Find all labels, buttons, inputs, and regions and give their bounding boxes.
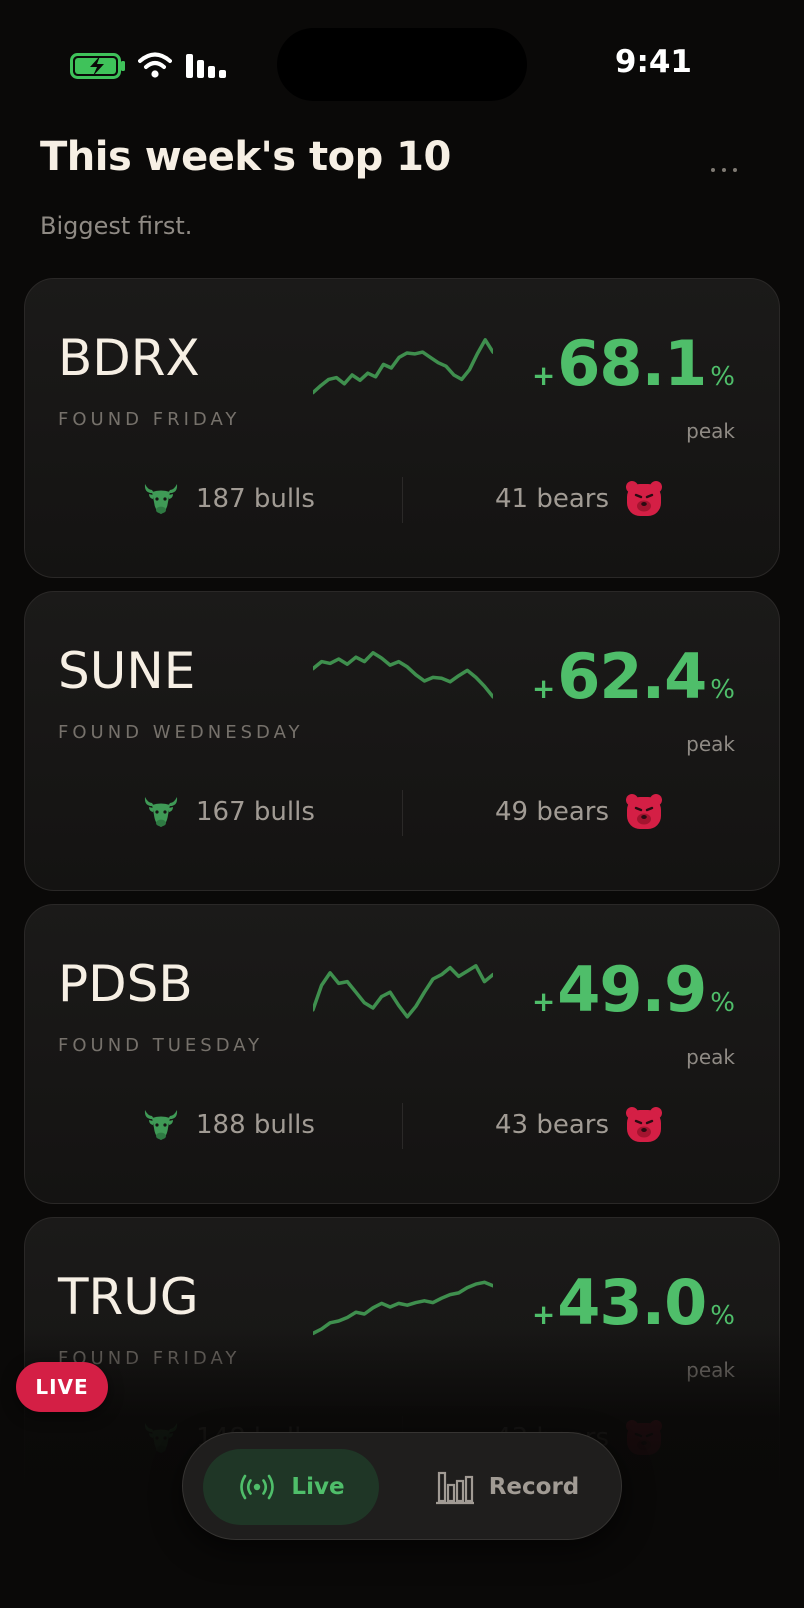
- bull-icon: [144, 797, 178, 827]
- tab-live-label: Live: [291, 1474, 345, 1500]
- sparkline-path: [313, 338, 493, 395]
- percent-value: 49.9: [557, 953, 707, 1026]
- live-badge[interactable]: LIVE: [16, 1362, 108, 1412]
- bull-count: 187 bulls: [196, 484, 315, 514]
- bull-votes-button[interactable]: 188 bulls: [140, 1104, 315, 1146]
- bear-count: 41 bears: [495, 484, 610, 514]
- bear-icon: [626, 1107, 663, 1142]
- bear-icon: [626, 481, 663, 516]
- sparkline-chart: [313, 964, 493, 1019]
- percent-unit: %: [710, 675, 735, 705]
- peak-percent: +49.9%: [532, 953, 735, 1026]
- votes-divider: [402, 790, 403, 836]
- stock-card[interactable]: BDRX FOUND FRIDAY +68.1% peak 187 bulls 41 be…: [24, 278, 780, 578]
- votes-divider: [402, 477, 403, 523]
- bull-icon: [144, 484, 178, 514]
- peak-label: peak: [686, 419, 735, 443]
- ticker-symbol: BDRX: [58, 329, 200, 387]
- percent-sign-plus: +: [531, 1298, 556, 1331]
- percent-unit: %: [710, 988, 735, 1018]
- bull-votes-button[interactable]: 167 bulls: [140, 791, 315, 833]
- votes-divider: [402, 1103, 403, 1149]
- sparkline-path: [313, 964, 493, 1019]
- bear-icon: [626, 794, 663, 829]
- page-subtitle: Biggest first.: [40, 212, 193, 240]
- ellipsis-dot: [733, 168, 737, 172]
- bear-count: 43 bears: [495, 1110, 610, 1140]
- tab-record[interactable]: Record: [419, 1449, 595, 1525]
- ticker-symbol: SUNE: [58, 642, 196, 700]
- status-time: 9:41: [614, 44, 692, 80]
- percent-unit: %: [710, 1301, 735, 1331]
- found-day: FOUND TUESDAY: [58, 1035, 264, 1056]
- ellipsis-dot: [722, 168, 726, 172]
- found-day: FOUND FRIDAY: [58, 409, 241, 430]
- percent-value: 62.4: [557, 640, 707, 713]
- ticker-symbol: PDSB: [58, 955, 193, 1013]
- sparkline-chart: [313, 338, 493, 395]
- status-bar: 9:41: [0, 0, 804, 120]
- peak-percent: +43.0%: [532, 1266, 735, 1339]
- sparkline-path: [313, 1280, 493, 1336]
- found-day: FOUND WEDNESDAY: [58, 722, 304, 743]
- bull-icon: [144, 1110, 178, 1140]
- wifi-icon: [138, 52, 172, 78]
- bear-count: 49 bears: [495, 797, 610, 827]
- percent-sign-plus: +: [531, 359, 556, 392]
- more-options-button[interactable]: [700, 150, 748, 190]
- cellular-signal-icon: [186, 54, 226, 78]
- percent-sign-plus: +: [531, 672, 556, 705]
- page-title: This week's top 10: [40, 134, 451, 180]
- tab-live[interactable]: Live: [203, 1449, 379, 1525]
- percent-sign-plus: +: [531, 985, 556, 1018]
- bear-votes-button[interactable]: 41 bears: [495, 478, 665, 520]
- battery-charging-icon: [70, 53, 125, 79]
- bar-chart-icon: [435, 1471, 474, 1505]
- dynamic-island: [277, 28, 527, 101]
- sparkline-path: [313, 651, 493, 699]
- percent-unit: %: [710, 362, 735, 392]
- peak-label: peak: [686, 1045, 735, 1069]
- sparkline-chart: [313, 651, 493, 699]
- stock-card[interactable]: PDSB FOUND TUESDAY +49.9% peak 188 bulls 43 b…: [24, 904, 780, 1204]
- tab-record-label: Record: [488, 1474, 580, 1500]
- peak-percent: +62.4%: [532, 640, 735, 713]
- peak-label: peak: [686, 732, 735, 756]
- bear-votes-button[interactable]: 43 bears: [495, 1104, 665, 1146]
- stock-card[interactable]: SUNE FOUND WEDNESDAY +62.4% peak 167 bulls 49…: [24, 591, 780, 891]
- bull-count: 188 bulls: [196, 1110, 315, 1140]
- sparkline-chart: [313, 1280, 493, 1336]
- tab-bar: Live Record: [182, 1432, 622, 1540]
- bull-count: 167 bulls: [196, 797, 315, 827]
- peak-percent: +68.1%: [532, 327, 735, 400]
- ticker-symbol: TRUG: [58, 1268, 199, 1326]
- broadcast-icon: [240, 1474, 275, 1500]
- bull-votes-button[interactable]: 187 bulls: [140, 478, 315, 520]
- percent-value: 43.0: [557, 1266, 707, 1339]
- ellipsis-icon: [711, 168, 715, 172]
- percent-value: 68.1: [557, 327, 707, 400]
- bear-votes-button[interactable]: 49 bears: [495, 791, 665, 833]
